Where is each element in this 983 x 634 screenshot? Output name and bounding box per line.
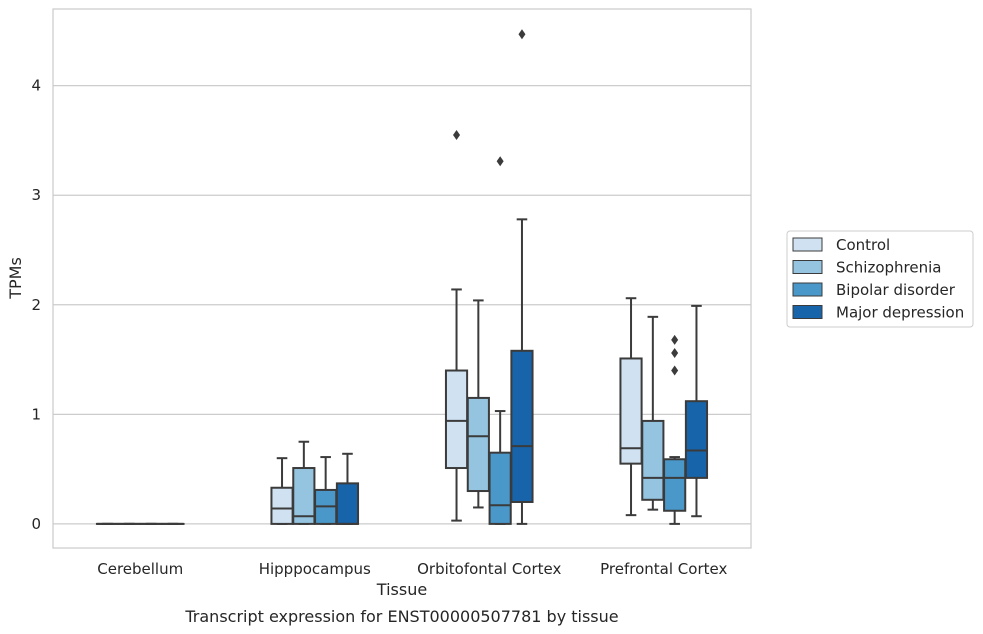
legend-label: Major depression [836,304,964,322]
legend-swatch [792,260,823,274]
box-element [663,334,687,525]
box-iqr [684,400,709,479]
box-iqr [641,419,665,501]
box-iqr [663,458,687,512]
box-element [619,297,643,517]
legend-label: Bipolar disorder [836,281,956,299]
y-axis-label: TPMs [6,257,25,300]
box-iqr [488,451,512,525]
box-iqr [619,357,643,465]
legend-frame [786,230,974,328]
legend-label: Schizophrenia [836,259,941,277]
box-iqr [335,482,360,525]
x-tick-label: Prefrontal Cortex [600,560,727,578]
y-tick-labels: 0 1 2 3 4 [31,77,41,533]
outlier-point [671,347,679,358]
legend-label: Control [836,236,890,254]
box-iqr [466,396,490,493]
outlier-point [453,129,461,140]
y-tick-label: 0 [31,515,41,533]
box-element [314,456,338,525]
y-tick-label: 1 [31,405,41,423]
box-iqr [510,349,534,503]
x-tick-label: Hipppocampus [259,560,371,578]
outlier-point [518,29,526,40]
box-element [641,315,665,511]
box-element [488,156,512,525]
box-element [270,457,294,525]
legend-swatch [792,305,823,319]
legend-swatch [792,237,823,252]
box-element [684,304,709,518]
x-tick-labels: Cerebellum Hipppocampus Orbitofontal Corte… [97,560,727,578]
outlier-point [671,334,679,345]
outlier-point [496,156,504,167]
plot-area-frame [52,8,752,549]
outlier-point [671,365,679,376]
x-axis-label: Tissue [376,580,427,599]
box-iqr [270,486,294,525]
boxes [95,29,709,525]
box-element [292,440,316,525]
x-tick-label: Orbitofontal Cortex [417,560,561,578]
x-tick-label: Cerebellum [97,560,183,578]
legend: Control Schizophrenia Bipolar disorder Majo… [786,230,974,328]
y-tick-label: 2 [31,296,41,314]
y-tick-label: 3 [31,186,41,204]
box-element [444,129,469,522]
box-iqr [444,369,469,470]
y-tick-label: 4 [31,77,41,95]
box-element [335,452,360,525]
chart-caption: Transcript expression for ENST0000050778… [184,607,618,626]
box-element [466,299,490,509]
legend-swatch [792,282,823,297]
box-element [510,29,534,525]
